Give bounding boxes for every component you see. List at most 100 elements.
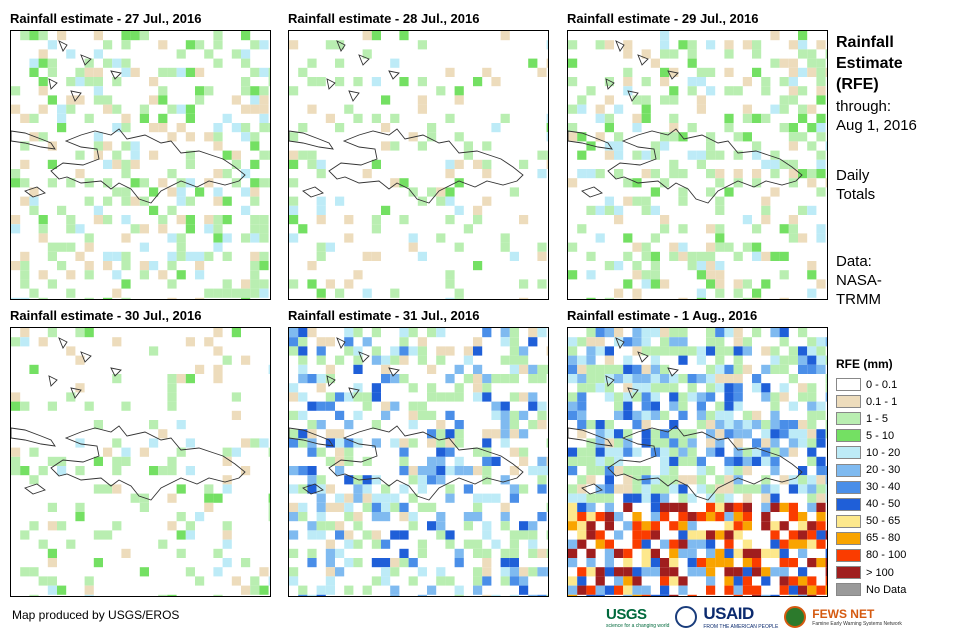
rainfall-cell (195, 187, 205, 197)
rainfall-cell (779, 447, 789, 457)
rainfall-cell (222, 539, 232, 549)
rainfall-cell (614, 205, 624, 215)
rainfall-cell (491, 429, 501, 439)
rainfall-cell (38, 104, 48, 114)
rainfall-cell (362, 288, 372, 298)
rainfall-cell (623, 576, 633, 586)
rainfall-cell (678, 484, 688, 494)
rainfall-cell (158, 429, 168, 439)
rainfall-cell (316, 521, 326, 531)
rainfall-cell (289, 178, 299, 188)
rainfall-cell (568, 548, 578, 558)
rainfall-cell (770, 58, 780, 68)
rainfall-cell (213, 493, 223, 503)
rainfall-cell (57, 123, 67, 133)
rainfall-cell (678, 328, 688, 338)
rainfall-cell (715, 279, 725, 289)
rainfall-cell (344, 104, 354, 114)
rainfall-cell (779, 539, 789, 549)
rainfall-cell (546, 502, 548, 512)
rainfall-cell (473, 502, 483, 512)
rainfall-cell (11, 86, 21, 96)
rainfall-cell (185, 178, 195, 188)
rainfall-cell (408, 512, 418, 522)
rainfall-cell (84, 58, 94, 68)
rainfall-cell (687, 374, 697, 384)
rainfall-cell (381, 364, 391, 374)
rainfall-cell (185, 104, 195, 114)
rainfall-cell (696, 104, 706, 114)
rainfall-cell (399, 346, 409, 356)
rainfall-cell (816, 224, 826, 234)
rainfall-cell (641, 539, 651, 549)
rainfall-cell (47, 521, 57, 531)
rainfall-cell (733, 392, 743, 402)
rainfall-cell (316, 383, 326, 393)
rainfall-cell (436, 456, 446, 466)
rainfall-cell (519, 346, 529, 356)
rainfall-cell (316, 512, 326, 522)
rainfall-cell (75, 67, 85, 77)
rainfall-cell (660, 466, 670, 476)
rainfall-cell (427, 364, 437, 374)
rainfall-cell (445, 196, 455, 206)
rainfall-cell (779, 159, 789, 169)
coastline (336, 337, 346, 349)
rainfall-cell (289, 337, 299, 347)
rainfall-cell (761, 548, 771, 558)
rainfall-cell (325, 585, 335, 595)
rainfall-cell (595, 429, 605, 439)
rainfall-cell (231, 447, 241, 457)
rainfall-cell (57, 104, 67, 114)
rainfall-cell (669, 328, 679, 338)
rainfall-cell (770, 169, 780, 179)
rainfall-cell (761, 364, 771, 374)
rainfall-cell (38, 49, 48, 59)
rainfall-cell (454, 383, 464, 393)
rainfall-cell (604, 364, 614, 374)
rainfall-cell (445, 466, 455, 476)
rainfall-cell (678, 512, 688, 522)
rainfall-cell (130, 150, 140, 160)
rainfall-cell (29, 594, 39, 596)
rainfall-cell (259, 288, 269, 298)
rainfall-cell (381, 512, 391, 522)
rainfall-cell (500, 355, 510, 365)
legend-swatch (836, 412, 861, 426)
rainfall-cell (660, 567, 670, 577)
rainfall-cell (241, 585, 251, 595)
rainfall-cell (259, 215, 269, 225)
rainfall-cell (770, 410, 780, 420)
rainfall-cell (568, 374, 578, 384)
rainfall-cell (623, 475, 633, 485)
rainfall-cell (185, 40, 195, 50)
rainfall-cell (29, 31, 39, 41)
rainfall-cell (761, 159, 771, 169)
rainfall-cell (176, 187, 186, 197)
rainfall-cell (29, 521, 39, 531)
rainfall-cell (473, 205, 483, 215)
rainfall-cell (742, 337, 752, 347)
rainfall-cell (586, 567, 596, 577)
rainfall-cell (176, 104, 186, 114)
rainfall-cell (595, 169, 605, 179)
rainfall-cell (678, 410, 688, 420)
rainfall-cell (724, 456, 734, 466)
rainfall-cell (335, 429, 345, 439)
rainfall-cell (770, 447, 780, 457)
rainfall-cell (724, 484, 734, 494)
rainfall-cell (660, 502, 670, 512)
rainfall-cell (66, 270, 76, 280)
rainfall-cell (687, 150, 697, 160)
rainfall-cell (798, 585, 808, 595)
rainfall-cell (798, 466, 808, 476)
rainfall-cell (604, 196, 614, 206)
rainfall-cell (715, 233, 725, 243)
rainfall-cell (473, 159, 483, 169)
rainfall-cell (289, 502, 299, 512)
rainfall-cell (770, 484, 780, 494)
rainfall-cell (222, 169, 232, 179)
rainfall-cell (408, 438, 418, 448)
coastline (24, 483, 46, 495)
rainfall-cell (807, 141, 817, 151)
